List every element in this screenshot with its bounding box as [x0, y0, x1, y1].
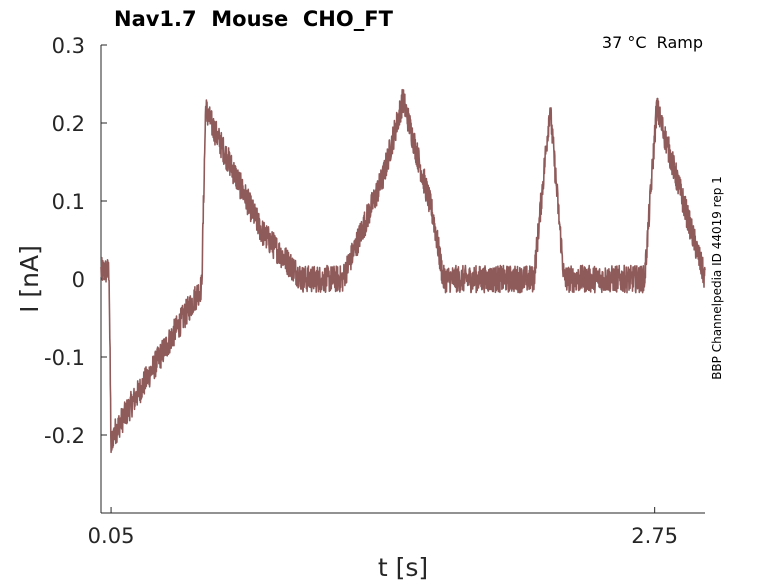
x-ticks: 0.05 2.75	[88, 507, 678, 548]
condition-annotation: 37 °C Ramp	[602, 33, 703, 52]
side-id-label: BBP Channelpedia ID 44019 rep 1	[710, 176, 724, 380]
y-ticks: 0.3 0.2 0.1 0 -0.1 -0.2	[44, 34, 107, 448]
y-tick-label: 0.1	[52, 190, 85, 214]
y-tick-label: 0	[72, 268, 85, 292]
y-tick-label: 0.2	[52, 112, 85, 136]
chart-title: Nav1.7 Mouse CHO_FT	[114, 7, 394, 31]
current-trace-line	[100, 88, 706, 454]
x-tick-label: 0.05	[88, 524, 135, 548]
y-tick-label: 0.3	[52, 34, 85, 58]
x-axis-label: t [s]	[378, 553, 428, 582]
series-group	[100, 88, 706, 454]
y-tick-label: -0.2	[44, 424, 85, 448]
x-tick-label: 2.75	[631, 524, 678, 548]
y-axis-label: I [nA]	[15, 245, 44, 313]
y-tick-label: -0.1	[44, 346, 85, 370]
